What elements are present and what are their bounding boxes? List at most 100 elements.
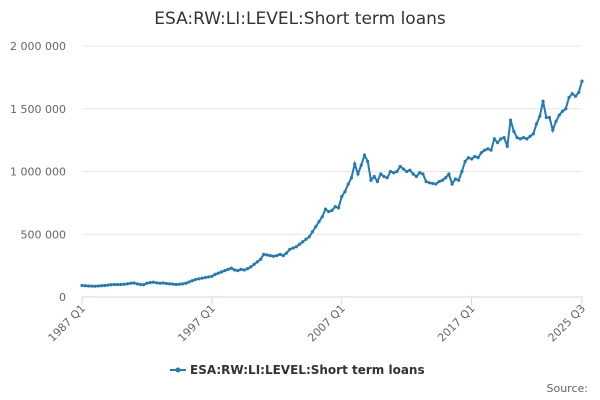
point [213,272,217,277]
point [408,168,412,172]
point [145,281,149,285]
point [499,137,503,141]
point [557,113,561,117]
point [336,206,341,210]
point [327,210,331,214]
point [486,147,490,151]
point [103,283,107,288]
point [382,174,386,179]
point [343,189,347,194]
point [177,282,182,286]
point [392,171,396,175]
point [421,172,425,176]
point [268,253,272,258]
point [453,177,457,181]
point [564,107,568,111]
point [242,268,246,272]
point [310,230,315,234]
point [515,136,519,140]
point [184,281,188,285]
point [502,136,506,140]
point [460,169,464,174]
point [249,265,253,269]
point [495,141,500,145]
point [528,134,532,138]
x-tick-label: 2007 Q1 [305,302,348,345]
point [93,284,97,288]
legend-marker [175,367,181,373]
point [398,164,402,169]
point [301,240,305,244]
point [431,181,435,186]
point [80,283,84,288]
point [275,253,279,258]
x-tick-label: 1997 Q1 [175,302,218,345]
line [81,80,583,288]
point [174,282,178,287]
point [99,284,104,288]
point [210,274,214,278]
point [450,182,454,186]
x-tick-label: 1987 Q1 [46,302,89,345]
point [314,225,318,229]
point [135,282,139,286]
point [265,253,269,257]
point [252,262,256,266]
point [226,267,230,271]
point [86,284,91,288]
point [194,277,198,282]
point [570,92,574,96]
point [288,247,292,251]
y-tick-label: 500 000 [21,228,67,241]
point [284,251,289,255]
point [512,129,516,133]
point [216,271,220,275]
point [158,281,162,285]
point [190,279,194,283]
point [203,275,207,280]
point [333,205,337,209]
point [414,174,419,179]
point [229,266,233,270]
point [307,235,311,239]
point [90,284,94,288]
point [151,280,156,284]
y-tick-label: 2 000 000 [10,40,66,53]
point [411,172,415,176]
point [187,280,191,284]
point [525,137,529,141]
point [560,109,565,113]
point [171,282,175,286]
point [440,178,444,182]
point [161,281,165,285]
point [181,282,185,286]
point [508,118,513,122]
point [148,280,152,285]
point [424,179,428,184]
point [385,176,389,180]
point [544,115,548,120]
point [323,207,328,211]
x-tick-label: 2025 Q3 [546,302,589,345]
point [551,128,555,132]
point [346,182,350,186]
point [521,136,526,140]
point [362,153,367,157]
point [317,220,321,224]
point [418,171,422,175]
point [470,157,474,161]
point [554,119,558,123]
point [197,277,201,281]
point [573,94,578,98]
point [395,169,399,174]
point [109,283,113,287]
point [401,167,406,171]
point [236,269,240,273]
y-tick-label: 1 500 000 [10,103,66,116]
point [220,270,224,274]
point [463,159,467,164]
point [255,260,259,264]
point [375,179,380,184]
point [489,148,493,152]
point [473,154,477,159]
